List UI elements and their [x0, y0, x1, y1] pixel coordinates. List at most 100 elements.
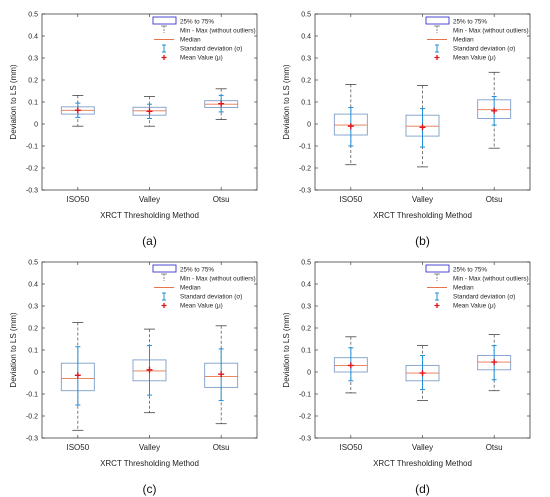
mean-marker [218, 100, 225, 107]
box-group [477, 71, 512, 149]
legend-box-swatch [425, 16, 450, 25]
y-tick-label: 0.2 [301, 326, 311, 333]
x-tick-label: ISO50 [339, 195, 362, 204]
y-tick-label: 0.2 [301, 78, 311, 85]
legend-range-label: Min - Max (without outliers) [180, 28, 256, 35]
y-tick-label: 0.5 [28, 260, 38, 267]
x-tick-label: Otsu [213, 443, 230, 452]
legend-std-swatch [435, 292, 439, 301]
y-tick-label: 0.2 [28, 78, 38, 85]
y-tick-label: 0.3 [28, 56, 38, 63]
legend-mean-label: Mean Value (μ) [180, 303, 223, 310]
y-tick-label: 0.4 [301, 34, 311, 41]
y-tick-label: -0.1 [26, 392, 38, 399]
mean-marker [74, 372, 81, 379]
x-axis-title: XRCT Thresholding Method [100, 211, 199, 220]
y-tick-label: 0.4 [28, 34, 38, 41]
legend-mean-label: Mean Value (μ) [453, 55, 496, 62]
box-group [60, 322, 95, 431]
legend-std-swatch [162, 44, 166, 53]
y-tick-label: 0.1 [28, 100, 38, 107]
panel-caption: (d) [415, 482, 430, 496]
x-axis-title: XRCT Thresholding Method [373, 459, 472, 468]
box-group [405, 345, 440, 402]
legend-std-label: Standard deviation (σ) [180, 46, 242, 53]
panel-caption: (b) [415, 234, 430, 248]
x-tick-label: Otsu [213, 195, 230, 204]
y-axis-title: Deviation to LS (mm) [9, 312, 18, 387]
legend: 25% to 75% Min - Max (without outliers) Me… [152, 16, 256, 62]
legend-range-label: Min - Max (without outliers) [453, 276, 529, 283]
legend-std-label: Standard deviation (σ) [180, 294, 242, 301]
legend: 25% to 75% Min - Max (without outliers) Me… [425, 16, 529, 62]
y-tick-label: 0 [34, 370, 38, 377]
y-axis-title: Deviation to LS (mm) [9, 64, 18, 139]
y-tick-label: -0.2 [26, 414, 38, 421]
legend-std-swatch [162, 292, 166, 301]
x-axis-title: XRCT Thresholding Method [100, 459, 199, 468]
box-group [60, 95, 95, 127]
mean-marker [491, 359, 498, 366]
mean-marker [74, 107, 81, 114]
legend-range-label: Min - Max (without outliers) [453, 28, 529, 35]
y-tick-label: -0.2 [299, 414, 311, 421]
legend-range-label: Min - Max (without outliers) [180, 276, 256, 283]
y-axis-title: Deviation to LS (mm) [282, 64, 291, 139]
y-tick-label: -0.3 [299, 436, 311, 443]
mean-marker [347, 362, 354, 369]
y-axis-title: Deviation to LS (mm) [282, 312, 291, 387]
chart-panel: -0.3 -0.2 -0.1 0 0.1 0.2 0.3 0.4 0.5 Deviation to… [9, 260, 258, 496]
legend-median-label: Median [180, 37, 201, 44]
legend-mean-label: Mean Value (μ) [453, 303, 496, 310]
legend-box-label: 25% to 75% [453, 267, 487, 274]
legend-mean-swatch [434, 303, 440, 308]
y-tick-label: -0.3 [299, 188, 311, 195]
x-tick-label: Otsu [486, 195, 503, 204]
x-tick-label: ISO50 [66, 195, 89, 204]
x-tick-label: Otsu [486, 443, 503, 452]
mean-marker [419, 370, 426, 377]
legend: 25% to 75% Min - Max (without outliers) Me… [152, 264, 256, 310]
box-group [477, 334, 512, 392]
y-tick-label: 0 [307, 370, 311, 377]
x-tick-label: ISO50 [339, 443, 362, 452]
y-tick-label: 0 [307, 122, 311, 129]
legend-std-swatch [435, 44, 439, 53]
legend-median-label: Median [453, 285, 474, 292]
legend-std-label: Standard deviation (σ) [453, 46, 515, 53]
legend-box-swatch [152, 16, 177, 25]
legend-box-label: 25% to 75% [180, 19, 214, 26]
y-tick-label: -0.2 [26, 166, 38, 173]
y-tick-label: 0.1 [301, 348, 311, 355]
x-tick-label: Valley [412, 443, 433, 452]
mean-marker [218, 371, 225, 378]
plot-frame [314, 261, 531, 439]
panel-caption: (c) [143, 482, 157, 496]
box-group [132, 96, 167, 127]
y-tick-label: -0.1 [299, 392, 311, 399]
y-tick-label: 0.5 [28, 12, 38, 19]
y-tick-label: -0.3 [26, 436, 38, 443]
mean-marker [146, 108, 153, 115]
chart-panel: -0.3 -0.2 -0.1 0 0.1 0.2 0.3 0.4 0.5 Deviation to… [9, 12, 258, 248]
x-tick-label: Valley [139, 443, 160, 452]
y-tick-label: 0.1 [28, 348, 38, 355]
x-axis-title: XRCT Thresholding Method [373, 211, 472, 220]
y-tick-label: -0.3 [26, 188, 38, 195]
legend-mean-swatch [434, 55, 440, 60]
legend-std-label: Standard deviation (σ) [453, 294, 515, 301]
legend: 25% to 75% Min - Max (without outliers) Me… [425, 264, 529, 310]
chart-panel: -0.3 -0.2 -0.1 0 0.1 0.2 0.3 0.4 0.5 Deviation to… [282, 260, 531, 496]
x-tick-label: Valley [139, 195, 160, 204]
mean-marker [491, 107, 498, 114]
x-tick-label: ISO50 [66, 443, 89, 452]
y-tick-label: 0.5 [301, 12, 311, 19]
chart-panel: -0.3 -0.2 -0.1 0 0.1 0.2 0.3 0.4 0.5 Deviation to… [282, 12, 531, 248]
box-group [333, 336, 368, 394]
box-group [405, 85, 440, 168]
mean-marker [347, 123, 354, 130]
y-tick-label: 0.2 [28, 326, 38, 333]
legend-box-swatch [425, 264, 450, 273]
y-tick-label: 0 [34, 122, 38, 129]
